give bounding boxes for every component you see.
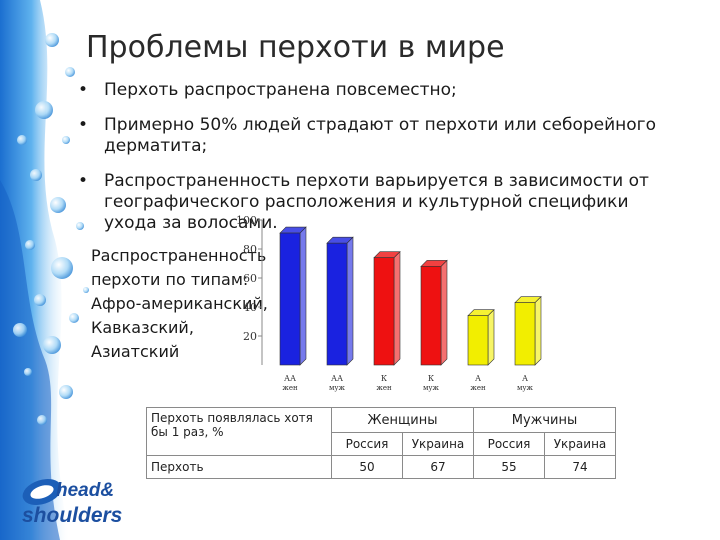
slide-title: Проблемы перхоти в мире (86, 30, 505, 65)
side-label-line: Распространенность (91, 246, 267, 265)
bar-side-face (346, 236, 354, 366)
x-tick-label: А (522, 374, 528, 383)
table-subheader: Украина (402, 432, 474, 456)
bar (514, 302, 536, 366)
y-tick-label: 80 (243, 243, 257, 256)
bullet-item: Примерно 50% людей страдают от перхоти и… (72, 115, 672, 157)
bar (467, 315, 489, 366)
table-row: Перхоть 50 67 55 74 (146, 455, 616, 479)
bar-side-face (534, 295, 542, 366)
side-label-line: перхоти по типам: (91, 270, 249, 289)
table-cell: 67 (402, 455, 474, 479)
water-splash-decoration (0, 0, 89, 540)
table-cell: 55 (473, 455, 545, 479)
bar-side-face (440, 259, 448, 366)
chart-side-label: Распространенность перхоти по типам: Афр… (91, 244, 268, 364)
table-cell: 50 (331, 455, 403, 479)
side-label-line: Азиатский (91, 342, 180, 361)
x-tick-label: муж (329, 384, 346, 392)
bar (373, 257, 395, 366)
table-group-header: Женщины (331, 407, 474, 433)
x-tick-label: муж (517, 384, 534, 392)
x-tick-label: жен (282, 384, 298, 392)
bullet-list: Перхоть распространена повсеместно; Прим… (72, 80, 672, 248)
x-tick-label: АА (284, 374, 296, 383)
x-tick-label: жен (376, 384, 392, 392)
bar-side-face (393, 250, 401, 366)
y-tick-label: 100 (236, 214, 257, 227)
survey-table: Перхоть появлялась хотя бы 1 раз, % Женщ… (146, 407, 616, 479)
bar (326, 242, 348, 366)
table-cell: 74 (544, 455, 616, 479)
bar (420, 266, 442, 366)
y-tick-label: 60 (243, 272, 257, 285)
x-tick-label: жен (470, 384, 486, 392)
table-subheader: Россия (331, 432, 403, 456)
side-label-line: Афро-американский, (91, 294, 268, 313)
bullet-item: Распространенность перхоти варьируется в… (72, 171, 672, 234)
bar-side-face (299, 226, 307, 366)
head-shoulders-logo: head& shoulders (22, 479, 122, 527)
y-tick-label: 20 (243, 330, 257, 343)
bar-side-face (487, 308, 495, 366)
x-tick-label: АА (331, 374, 343, 383)
table-subheader: Россия (473, 432, 545, 456)
bar (279, 232, 301, 366)
logo-text-line: shoulders (22, 504, 122, 527)
x-tick-label: А (475, 374, 481, 383)
x-tick-label: К (381, 374, 388, 383)
y-tick-label: 40 (243, 301, 257, 314)
x-tick-label: К (428, 374, 435, 383)
table-subheader: Украина (544, 432, 616, 456)
table-row-label: Перхоть (146, 455, 332, 479)
table-group-header: Мужчины (473, 407, 616, 433)
logo-text-line: head& (56, 480, 114, 501)
x-tick-label: муж (423, 384, 440, 392)
table-row-label: Перхоть появлялась хотя бы 1 раз, % (146, 407, 332, 456)
bullet-item: Перхоть распространена повсеместно; (72, 80, 672, 101)
side-label-line: Кавказский, (91, 318, 194, 337)
